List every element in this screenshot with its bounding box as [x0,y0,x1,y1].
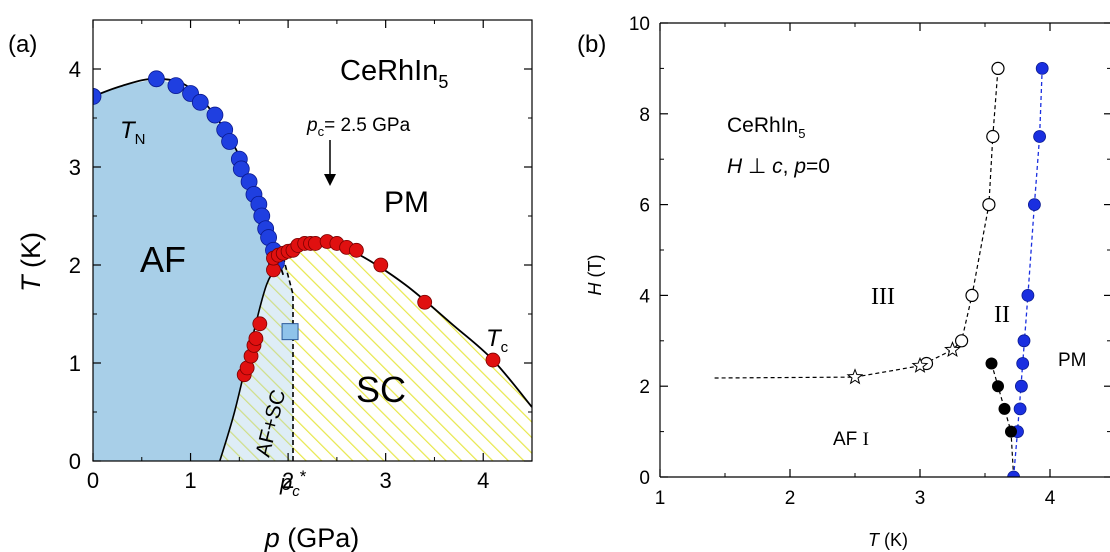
blue-data-point [1016,357,1030,370]
blue-data-point [1017,334,1031,348]
tn-data-point [206,106,224,124]
phase-af-label: AF I [833,429,869,450]
phase-pm-label: PM [1058,350,1087,371]
panel-a-y-tick-label: 2 [69,253,81,278]
region-pm-label: PM [384,186,429,219]
panel-b-chart: 1 2 3 4 0 2 4 6 8 10 (b) CeRhIn5 H ⊥ c, p=0 III I… [577,14,1110,550]
tc-data-point [373,257,389,273]
panel-a-chart: 0 1 2 3 4 0 1 2 3 4 pc* (a) CeRhIn5 TN pc= 2.5 GPa… [8,19,533,552]
tc-data-point [348,242,364,258]
star-data-point [911,356,929,373]
region-sc-label: SC [356,369,406,410]
panel-a-x-tick-label: 4 [477,468,489,493]
black-data-point [992,380,1004,393]
black-data-point [1005,425,1017,438]
tn-data-point [232,160,250,178]
panel-a-x-tick-label: 2 [282,468,294,493]
open-circle-data-point [991,61,1005,76]
panel-b-label: (b) [577,31,606,58]
star-data-point [846,368,864,385]
panel-a-title-sub: 5 [438,72,448,92]
tn-label: TN [120,117,146,148]
panel-b-y-tick-label: 2 [639,377,650,398]
panel-a-y-tick-label: 3 [69,155,81,180]
star-data-point [944,341,961,358]
black-data-point [998,402,1011,415]
panel-a-x-tick-label: 0 [87,468,99,493]
panel-b-x-tick-label: 2 [785,488,796,509]
pc-annotation: pc= 2.5 GPa [306,115,411,139]
panel-a-label: (a) [8,31,37,58]
panel-b-y-tick-label: 6 [639,196,650,217]
panel-b-y-tick-label: 8 [639,105,650,126]
blue-data-point [1033,130,1046,143]
panel-a-x-axis-label: p (GPa) [264,523,360,552]
blue-data-point [1015,379,1028,393]
panel-a-y-axis-label: T (K) [16,232,46,292]
panel-b-condition: H ⊥ c, p=0 [727,155,830,178]
sc-region [219,243,532,461]
tc-data-point [485,352,501,368]
black-data-point [985,357,998,370]
blue-data-point [1013,402,1027,416]
square-data-point [281,323,299,341]
tc-data-point [248,331,264,346]
panel-b-x-tick-label: 4 [1045,488,1056,509]
region-af-label: AF [140,239,186,280]
panel-b-x-tick-label: 3 [915,488,926,509]
tn-data-point [191,93,209,111]
pc-star-dashed-line [282,256,294,461]
panel-b-y-tick-label: 4 [639,286,650,307]
panel-a-title: CeRhIn5 [340,55,448,92]
blue-data-point [1028,198,1041,212]
open-circle-data-point [986,129,1000,144]
panel-b-title: CeRhIn5 [727,114,805,141]
panel-a-y-tick-label: 4 [69,57,81,82]
open-circle-data-point [965,288,979,302]
panel-b-y-axis-label: H (T) [585,255,605,296]
panel-a-y-tick-label: 0 [69,449,81,474]
tn-data-point [221,133,238,150]
panel-a-frame [92,19,533,462]
tn-data-point [148,70,165,88]
panel-a-x-tick-label: 1 [184,468,196,493]
tc-label: Tc [486,325,509,356]
blue-data-point [1035,62,1049,75]
panel-b-y-tick-label: 10 [629,14,650,35]
open-circle-data-point [982,198,996,212]
panel-a-y-tick-label: 1 [69,351,81,376]
open-circle-data-point [954,334,969,348]
panel-a-x-tick-label: 3 [380,468,392,493]
blue-data-point [1007,470,1020,477]
tc-data-point [252,316,268,332]
phase-ii-label: II [994,302,1010,328]
panel-b-title-sub: 5 [798,126,805,141]
tc-data-point [417,294,433,310]
tn-data-point [93,88,102,105]
pc-star-tick-label: pc* [279,467,307,500]
panel-b-x-axis-label: T (K) [868,530,908,550]
af-boundary-dashed-black [990,363,1015,477]
pm-boundary-dashed-blue [1012,68,1043,477]
panel-b-y-tick-label: 0 [639,468,650,489]
tn-data-point [167,77,185,95]
phase-iii-label: III [871,284,895,310]
panel-b-x-tick-label: 1 [655,488,666,509]
blue-data-point [1021,288,1035,302]
pc-arrow [324,140,336,186]
